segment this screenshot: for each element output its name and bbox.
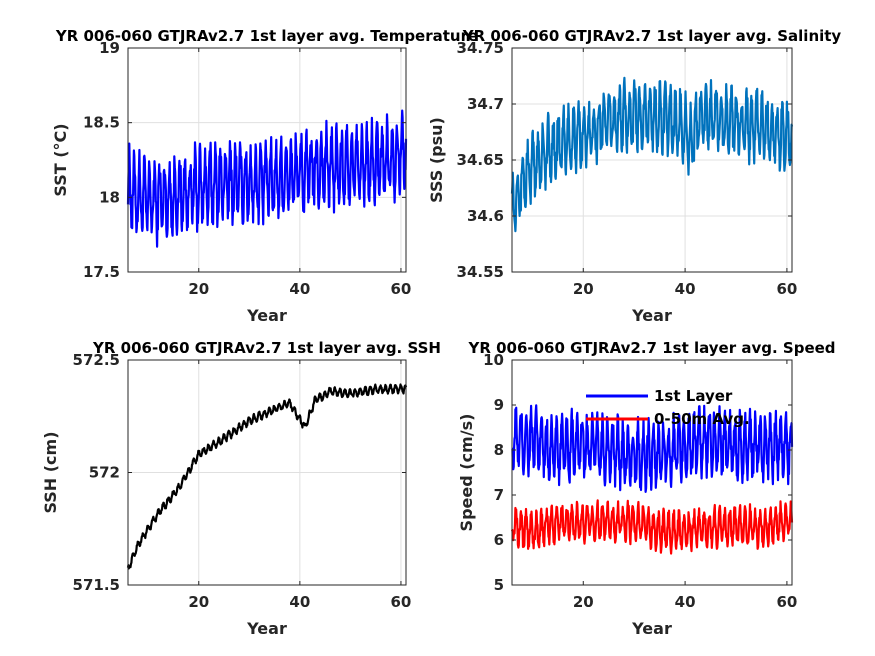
y-tick-label: 5 bbox=[494, 576, 504, 594]
x-axis-label: Year bbox=[246, 619, 287, 638]
x-tick-label: 40 bbox=[289, 280, 310, 298]
y-tick-label: 6 bbox=[494, 531, 504, 549]
y-tick-label: 571.5 bbox=[73, 576, 120, 594]
chart-title: YR 006-060 GTJRAv2.7 1st layer avg. Temp… bbox=[55, 27, 478, 45]
axes-box bbox=[127, 47, 407, 273]
x-tick-label: 40 bbox=[675, 280, 696, 298]
y-tick-label: 34.6 bbox=[467, 207, 504, 225]
x-tick-label: 40 bbox=[289, 593, 310, 611]
x-tick-label: 60 bbox=[391, 280, 412, 298]
legend-entry: 1st Layer bbox=[654, 387, 733, 405]
y-tick-label: 18.5 bbox=[83, 114, 120, 132]
legend: 1st Layer 0-50m Avg. bbox=[586, 387, 750, 428]
axes-box bbox=[511, 359, 793, 586]
series-line-1st-layer bbox=[511, 404, 794, 493]
series-line-sss bbox=[510, 76, 794, 233]
y-tick-label: 10 bbox=[483, 351, 504, 369]
panel-sst: 20 40 60 17.5 18 18.5 19 Year SST (°C) YR 006-060… bbox=[51, 27, 478, 325]
y-tick-label: 34.7 bbox=[467, 95, 504, 113]
y-tick-label: 18 bbox=[99, 188, 120, 206]
y-tick-label: 34.55 bbox=[457, 263, 504, 281]
x-tick-label: 60 bbox=[391, 593, 412, 611]
x-tick-label: 20 bbox=[188, 593, 209, 611]
y-tick-label: 34.75 bbox=[457, 39, 504, 57]
x-tick-label: 20 bbox=[573, 280, 594, 298]
legend-entry: 0-50m Avg. bbox=[654, 410, 750, 428]
y-tick-label: 9 bbox=[494, 396, 504, 414]
y-tick-label: 17.5 bbox=[83, 263, 120, 281]
x-axis-label: Year bbox=[631, 306, 672, 325]
y-axis-label: SSH (cm) bbox=[41, 431, 60, 513]
y-axis-label: SST (°C) bbox=[51, 123, 70, 196]
y-axis-label: Speed (cm/s) bbox=[457, 414, 476, 532]
panel-ssh: 20 40 60 571.5 572 572.5 Year SSH (cm) YR 006-06… bbox=[41, 339, 441, 638]
x-axis-label: Year bbox=[246, 306, 287, 325]
chart-title: YR 006-060 GTJRAv2.7 1st layer avg. Spee… bbox=[467, 339, 835, 357]
series-line-ssh bbox=[126, 383, 408, 570]
x-tick-label: 60 bbox=[776, 593, 797, 611]
y-tick-label: 8 bbox=[494, 441, 504, 459]
panel-sss: 20 40 60 34.55 34.6 34.65 34.7 34.75 Year SSS (ps… bbox=[427, 27, 841, 325]
y-tick-label: 572 bbox=[89, 464, 120, 482]
y-axis-label: SSS (psu) bbox=[427, 117, 446, 203]
chart-title: YR 006-060 GTJRAv2.7 1st layer avg. Sali… bbox=[462, 27, 842, 45]
x-tick-label: 60 bbox=[776, 280, 797, 298]
y-tick-label: 7 bbox=[494, 486, 504, 504]
x-tick-label: 40 bbox=[675, 593, 696, 611]
y-tick-label: 34.65 bbox=[457, 151, 504, 169]
x-axis-label: Year bbox=[631, 619, 672, 638]
series-line-0-50m-avg- bbox=[510, 499, 794, 555]
series-line-sst bbox=[126, 109, 408, 248]
chart-title: YR 006-060 GTJRAv2.7 1st layer avg. SSH bbox=[92, 339, 441, 357]
y-tick-label: 572.5 bbox=[73, 351, 120, 369]
y-tick-label: 19 bbox=[99, 39, 120, 57]
x-tick-label: 20 bbox=[573, 593, 594, 611]
panel-speed: 20 40 60 5 6 7 8 9 10 Year Speed (cm/s) YR 006-060 … bbox=[457, 339, 836, 638]
x-tick-label: 20 bbox=[188, 280, 209, 298]
